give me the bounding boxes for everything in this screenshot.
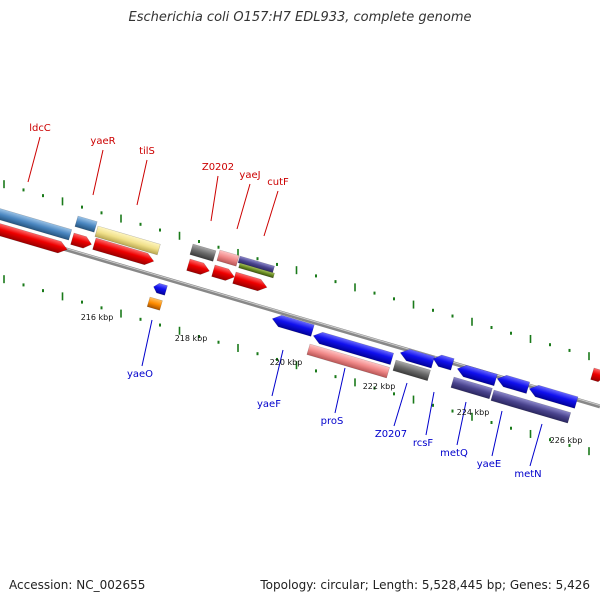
gene-feature — [0, 206, 73, 241]
gene-feature — [189, 243, 217, 262]
gene-feature — [216, 249, 240, 267]
leader-line — [27, 136, 41, 183]
gene-feature — [456, 364, 498, 387]
gene-label-top: ldcC — [29, 123, 51, 134]
gene-feature — [70, 232, 92, 249]
leader-line — [136, 159, 148, 206]
leader-line — [92, 149, 104, 196]
leader-line — [141, 319, 153, 367]
gene-feature — [153, 283, 168, 296]
gene-feature — [528, 384, 579, 409]
kbp-tick-label: 216 kbp — [81, 313, 114, 322]
gene-label-bottom: metN — [514, 469, 541, 480]
kbp-tick-label: 226 kbp — [550, 436, 583, 445]
leader-line — [271, 349, 284, 397]
leader-line — [210, 175, 219, 222]
gene-feature — [306, 343, 390, 379]
gene-feature — [271, 314, 315, 337]
genome-backbone — [0, 228, 600, 409]
genome-summary-text: Topology: circular; Length: 5,528,445 bp… — [260, 578, 590, 592]
leader-line — [425, 391, 435, 436]
gene-feature — [432, 354, 455, 371]
gene-feature — [496, 374, 531, 394]
map-title: Escherichia coli O157:H7 EDL933, complet… — [128, 10, 472, 25]
gene-label-top: cutF — [267, 177, 289, 188]
kbp-tick-label: 220 kbp — [270, 358, 303, 367]
gene-label-bottom: metQ — [440, 448, 468, 459]
backbone-layer — [0, 228, 600, 409]
genome-backbone-highlight — [0, 228, 600, 406]
gene-feature — [238, 262, 275, 279]
gene-feature — [186, 258, 210, 275]
kbp-tick-label: 222 kbp — [363, 382, 396, 391]
label-layer: ldcC yaeR tilS Z0202 yaeJ cutF yaeO yaeF proS Z02… — [27, 123, 583, 480]
leader-line — [456, 401, 467, 446]
gene-feature — [450, 376, 493, 400]
gene-label-top: tilS — [139, 146, 155, 157]
gene-label-bottom: proS — [321, 416, 344, 427]
leader-line — [491, 410, 503, 457]
gene-feature — [590, 367, 600, 382]
gene-label-bottom: yaeF — [257, 399, 281, 410]
gene-feature — [211, 264, 235, 281]
gene-label-bottom: rcsF — [413, 438, 434, 449]
gene-feature — [312, 331, 394, 365]
leader-line — [334, 367, 346, 414]
gene-feature — [392, 359, 431, 382]
kbp-tick-label: 218 kbp — [175, 334, 208, 343]
gene-feature — [94, 225, 161, 256]
gene-feature — [232, 271, 268, 292]
leader-line — [236, 183, 251, 230]
gene-feature — [74, 215, 98, 233]
gene-label-top: Z0202 — [202, 162, 234, 173]
leader-line — [529, 423, 543, 467]
gene-feature — [490, 389, 572, 424]
gene-label-bottom: Z0207 — [375, 429, 407, 440]
gene-label-bottom: yaeO — [127, 369, 153, 380]
kbp-tick-label: 224 kbp — [457, 408, 490, 417]
gene-feature — [399, 348, 435, 369]
gene-feature — [146, 296, 163, 311]
leader-line — [393, 382, 408, 427]
gene-layer — [0, 206, 600, 424]
gene-label-top: yaeR — [90, 136, 115, 147]
accession-text: Accession: NC_002655 — [9, 578, 146, 592]
gene-label-bottom: yaeE — [477, 459, 502, 470]
leader-line — [263, 190, 279, 237]
gene-label-top: yaeJ — [239, 170, 260, 181]
gene-feature — [92, 237, 155, 266]
tick-layer — [3, 180, 590, 456]
gene-feature — [0, 221, 68, 254]
